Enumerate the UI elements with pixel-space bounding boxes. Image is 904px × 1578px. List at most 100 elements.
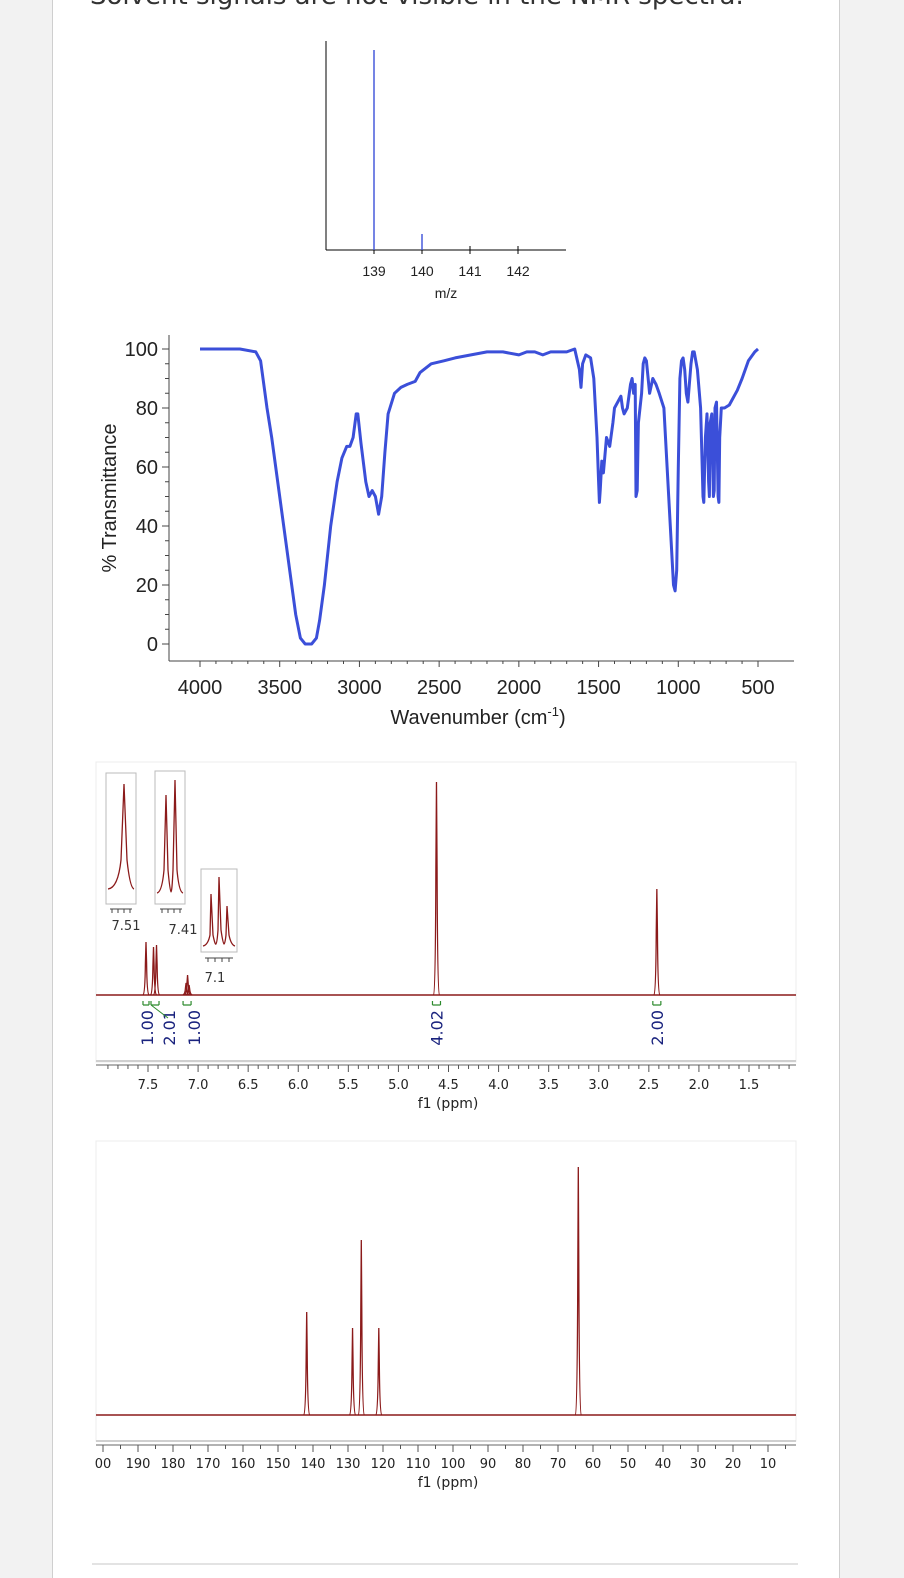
c-nmr-x-axis-label: f1 (ppm) [418,1475,479,1491]
ir-y-tick-label: 100 [125,339,158,361]
inset-peak-line [156,779,184,894]
inset-7-51: 7.51 [105,772,141,934]
h-nmr-tick-label: 3.5 [538,1078,559,1093]
c-nmr-peak [574,1166,582,1416]
h-nmr-peak [142,941,150,996]
h-nmr-chart: 7.5 7.0 6.5 6.0 5.5 5.0 4.5 4.0 3.5 3.0 2.5 2.0 1.5 … [95,761,797,1112]
h-nmr-tick-label: 3.0 [588,1078,609,1093]
ir-y-tick-label: 60 [136,457,158,479]
ms-x-tick-label: 142 [506,263,530,279]
h-nmr-tick-label: 5.0 [388,1078,409,1093]
h-nmr-x-axis-label: f1 (ppm) [418,1096,479,1112]
c-nmr-tick-label: 100 [441,1457,466,1472]
ir-x-tick-label: 2000 [497,677,542,699]
c-nmr-tick-label: 20 [725,1457,742,1472]
inset-peak-line [107,783,135,890]
h-nmr-integral-bracket [142,1001,150,1006]
ir-x-label-sup: -1 [547,704,559,719]
ir-y-tick-label: 40 [136,516,158,538]
inset-7-41: 7.41 [154,770,198,938]
inset-ticks [111,909,131,913]
h-nmr-peak [152,944,161,996]
h-nmr-tick-label: 5.5 [338,1078,359,1093]
inset-ticks [207,958,230,962]
ir-x-tick-label: 1000 [656,677,701,699]
ir-y-tick-label: 20 [136,575,158,597]
ms-peak-group [373,50,423,250]
ir-spectrum-chart: 4000 3500 3000 2500 2000 1500 1000 500 0 20 40 60 80… [99,335,794,729]
h-nmr-inset-group: 7.51 7.41 7.1 [105,770,238,986]
ir-transmittance-line [200,347,760,646]
h-nmr-peak-group [142,781,661,996]
c-nmr-tick-label: 180 [161,1457,186,1472]
c-nmr-tick-label: 90 [480,1457,497,1472]
c-nmr-tick-label: 50 [620,1457,637,1472]
h-nmr-integral-leader [150,1004,169,1019]
ir-x-axis-label: Wavenumber (cm-1) [390,704,565,729]
c-nmr-tick-label: 150 [266,1457,291,1472]
c-nmr-tick-group: 00 190 180 170 160 150 140 130 120 110 100 90 80 70 60… [95,1445,786,1472]
h-nmr-tick-group: 7.5 7.0 6.5 6.0 5.5 5.0 4.5 4.0 3.5 3.0 2.5 2.0 1.5 [107,1065,790,1093]
ir-y-axis-label: % Transmittance [99,424,121,573]
ir-y-tick-label: 0 [147,634,158,656]
ms-x-tick-label: 139 [362,263,386,279]
c-nmr-tick-label: 190 [126,1457,151,1472]
h-nmr-tick-label: 2.0 [689,1078,710,1093]
inset-ticks [161,909,181,913]
h-nmr-tick-label: 4.0 [488,1078,509,1093]
c-nmr-tick-label: 60 [585,1457,602,1472]
ir-tick-group: 4000 3500 3000 2500 2000 1500 1000 500 0 20 40 60 80… [125,339,775,699]
ir-x-tick-label: 3000 [337,677,382,699]
ir-x-tick-label: 3500 [257,677,302,699]
h-nmr-peak [149,946,158,996]
c-nmr-tick-label: 40 [655,1457,672,1472]
h-nmr-integral-bracket [431,1001,442,1006]
h-nmr-integral-group: 1.00 2.01 1.00 4.02 2.00 [138,1001,667,1046]
h-nmr-tick-label: 7.0 [188,1078,209,1093]
h-nmr-tick-label: 6.0 [288,1078,309,1093]
c-nmr-tick-label: 30 [690,1457,707,1472]
ir-x-label-close: ) [559,707,566,729]
h-nmr-peak [184,974,191,996]
inset-peak-line [202,876,236,947]
h-nmr-integral-bracket [182,1001,192,1006]
h-nmr-peak [185,984,193,996]
ms-x-axis-label: m/z [435,285,458,301]
ms-x-tick-label: 140 [410,263,434,279]
ir-x-tick-label: 4000 [178,677,223,699]
page-heading: Solvent signals are not visible in the N… [90,0,850,11]
h-nmr-tick-label: 4.5 [438,1078,459,1093]
c-nmr-tick-label: 00 [95,1457,112,1472]
inset-label: 7.51 [112,919,141,934]
h-nmr-integral-label: 2.01 [160,1010,179,1046]
h-nmr-integral-label: 2.00 [648,1010,667,1046]
c-nmr-tick-label: 120 [371,1457,396,1472]
ir-x-tick-label: 2500 [417,677,462,699]
c-nmr-tick-label: 110 [406,1457,431,1472]
h-nmr-integral-bracket [150,1001,160,1006]
c-nmr-tick-label: 70 [550,1457,567,1472]
c-nmr-tick-label: 10 [760,1457,777,1472]
c-nmr-chart: 00 190 180 170 160 150 140 130 120 110 100 90 80 70 60… [95,1140,797,1491]
h-nmr-tick-label: 2.5 [638,1078,659,1093]
ms-x-tick-label: 141 [458,263,482,279]
inset-frame [154,770,186,905]
c-nmr-peak [348,1327,357,1416]
c-nmr-tick-label: 170 [196,1457,221,1472]
divider [92,1563,798,1565]
c-nmr-peak [357,1239,365,1416]
h-nmr-tick-label: 6.5 [238,1078,259,1093]
ir-x-tick-label: 1500 [576,677,621,699]
inset-label: 7.41 [169,923,198,938]
h-nmr-integral-label: 1.00 [185,1010,204,1046]
c-nmr-peak [303,1311,311,1416]
h-nmr-peak [653,888,661,996]
h-nmr-tick-label: 7.5 [138,1078,159,1093]
c-nmr-frame [95,1140,797,1442]
h-nmr-integral-bracket [652,1001,662,1006]
c-nmr-peak [375,1327,383,1416]
inset-label: 7.1 [205,971,226,986]
h-nmr-integral-label: 4.02 [427,1010,446,1046]
inset-7-1: 7.1 [200,868,238,986]
